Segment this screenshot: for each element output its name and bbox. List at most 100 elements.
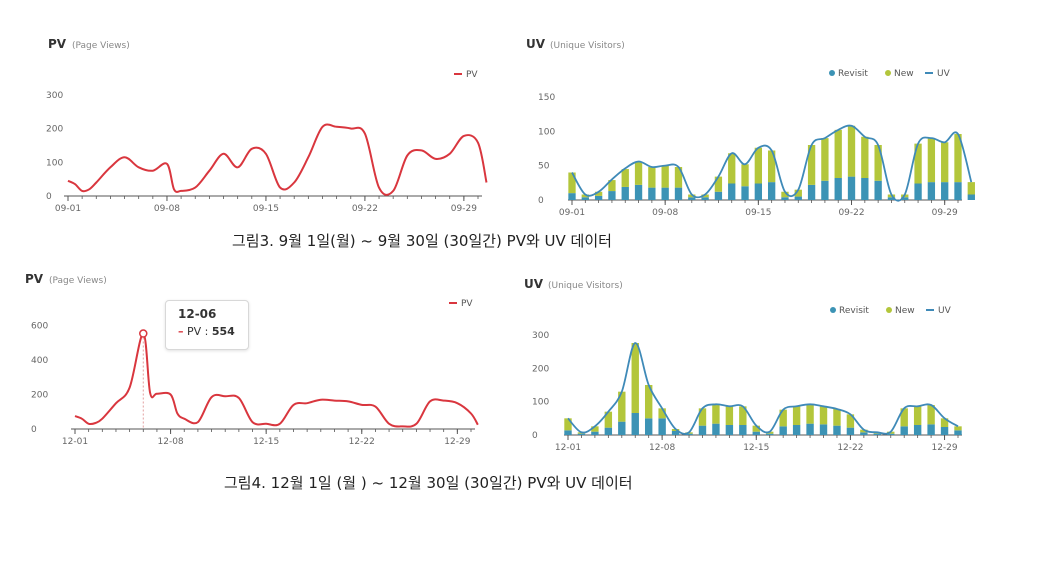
sep-uv-x-tick-label: 09-15	[745, 208, 771, 218]
dec-uv-new-bar	[860, 429, 868, 433]
dec-pv-x-tick-label: 12-01	[62, 437, 88, 447]
dec-uv-legend-revisit-swatch	[830, 307, 836, 313]
sep-uv-revisit-bar	[834, 178, 842, 200]
sep-uv-new-bar	[648, 167, 656, 188]
pv-chart-september-svg: PV (Page Views) 0 100 200 300 09-01 09-08 09-15 0…	[46, 37, 488, 214]
dec-uv-revisit-bar	[806, 423, 814, 435]
dec-pv-legend-pv-label: PV	[461, 299, 473, 309]
sep-pv-x-tick-label: 09-22	[352, 204, 378, 214]
sep-uv-x-tick-label: 09-08	[652, 208, 678, 218]
dec-uv-new-bar	[644, 385, 653, 419]
dec-uv-new-bar	[752, 425, 760, 432]
sep-pv-y-tick-label: 300	[46, 91, 63, 101]
sep-uv-revisit-bar	[741, 186, 749, 200]
dec-pv-x-tick-label: 12-15	[253, 437, 279, 447]
dec-uv-new-bar	[604, 411, 613, 428]
dec-uv-revisit-bar	[725, 425, 734, 435]
dec-pv-title: PV	[25, 272, 44, 286]
dec-uv-new-bar	[913, 406, 922, 425]
pv-chart-december-svg: PV (Page Views) 0 200 400 600 12-01 12-08 12-15 1…	[25, 272, 479, 447]
tooltip-label: PV :	[187, 325, 209, 338]
sep-uv-new-bar	[701, 194, 709, 198]
sep-uv-new-bar	[847, 125, 856, 177]
dec-pv-y-tick-label: 200	[31, 391, 48, 401]
uv-chart-september-svg: UV (Unique Visitors) 0 50 100 150 09-01 09-08 09…	[526, 37, 975, 218]
sep-uv-revisit-bar	[594, 195, 603, 200]
dec-uv-revisit-bar	[739, 425, 747, 435]
sep-pv-x-tick-label: 09-15	[253, 204, 279, 214]
sep-uv-uv-line	[571, 124, 973, 202]
dec-uv-new-bar	[618, 391, 626, 422]
sep-uv-legend-revisit-swatch	[829, 70, 835, 76]
sep-uv-new-bar	[767, 150, 776, 183]
dec-pv-y-tick-label: 600	[31, 322, 48, 332]
sep-uv-revisit-bar	[728, 183, 736, 200]
tooltip-value: 554	[211, 325, 235, 338]
dec-uv-subtitle: (Unique Visitors)	[548, 281, 623, 291]
dec-uv-new-bar	[900, 408, 908, 427]
sep-uv-new-bar	[728, 153, 736, 184]
sep-uv-revisit-bar	[874, 180, 882, 200]
dec-uv-x-tick-label: 12-01	[555, 443, 581, 453]
dec-uv-revisit-bar	[658, 418, 666, 435]
sep-uv-revisit-bar	[568, 193, 576, 200]
sep-uv-new-bar	[914, 143, 922, 184]
dec-uv-new-bar	[725, 406, 734, 425]
tooltip-row: – PV : 554	[178, 325, 248, 338]
dec-uv-new-bar	[658, 408, 666, 419]
sep-uv-new-bar	[661, 165, 669, 188]
dec-uv-revisit-bar	[887, 433, 895, 435]
dec-uv-y-tick-label: 100	[532, 398, 549, 408]
sep-uv-new-bar	[927, 138, 936, 183]
dec-uv-new-bar	[954, 426, 962, 431]
dec-uv-new-bar	[940, 418, 949, 427]
sep-uv-revisit-bar	[661, 187, 669, 200]
sep-uv-revisit-bar	[754, 183, 763, 200]
dec-uv-revisit-bar	[779, 426, 787, 435]
sep-uv-new-bar	[634, 161, 643, 185]
sep-uv-revisit-bar	[794, 196, 802, 200]
sep-uv-revisit-bar	[581, 197, 589, 200]
dec-uv-revisit-bar	[604, 427, 613, 435]
dec-uv-revisit-bar	[954, 430, 962, 435]
tooltip-date: 12-06	[178, 307, 217, 321]
dec-pv-x-tick-label: 12-22	[349, 437, 375, 447]
sep-uv-revisit-bar	[688, 197, 696, 200]
dec-pv-subtitle: (Page Views)	[49, 276, 107, 286]
pv-chart-september: PV (Page Views) 0 100 200 300 09-01 09-08 09-15 0…	[40, 30, 490, 225]
sep-uv-new-bar	[674, 167, 683, 188]
dec-uv-revisit-bar	[873, 433, 882, 435]
dec-uv-revisit-bar	[819, 424, 828, 435]
dec-pv-y-tick-label: 0	[31, 425, 37, 435]
sep-uv-revisit-bar	[608, 191, 616, 200]
dec-uv-legend-new-label: New	[895, 306, 915, 316]
sep-uv-new-bar	[794, 189, 802, 197]
uv-chart-september: UV (Unique Visitors) 0 50 100 150 09-01 09-08 09…	[520, 30, 975, 225]
dec-uv-new-bar	[698, 408, 707, 426]
dec-uv-y-tick-label: 300	[532, 331, 549, 341]
sep-uv-revisit-bar	[807, 184, 816, 200]
figure-4-caption: 그림4. 12월 1일 (월 ) ~ 12월 30일 (30일간) PV와 UV…	[224, 474, 633, 492]
dec-uv-new-bar	[846, 414, 855, 428]
sep-uv-subtitle: (Unique Visitors)	[550, 41, 625, 51]
dec-uv-y-tick-label: 200	[532, 364, 549, 374]
dec-pv-y-tick-label: 400	[31, 356, 48, 366]
dec-uv-x-tick-label: 12-15	[743, 443, 769, 453]
dec-pv-x-tick-label: 12-08	[158, 437, 184, 447]
dec-uv-revisit-bar	[846, 427, 855, 435]
dec-uv-new-bar	[564, 418, 572, 431]
dec-uv-x-tick-label: 12-29	[931, 443, 957, 453]
dec-pv-peak-marker	[139, 329, 148, 338]
sep-uv-revisit-bar	[941, 182, 949, 200]
sep-pv-y-tick-label: 200	[46, 125, 63, 135]
dec-uv-revisit-bar	[913, 425, 922, 435]
sep-uv-legend-new-swatch	[885, 70, 891, 76]
dec-uv-revisit-bar	[618, 421, 626, 435]
sep-uv-revisit-bar	[927, 182, 936, 200]
dec-uv-revisit-bar	[766, 433, 774, 435]
sep-uv-revisit-bar	[714, 191, 723, 200]
sep-uv-new-bar	[861, 136, 869, 178]
dec-uv-revisit-bar	[712, 423, 720, 435]
dec-uv-revisit-bar	[564, 430, 572, 435]
sep-uv-x-tick-label: 09-22	[838, 208, 864, 218]
